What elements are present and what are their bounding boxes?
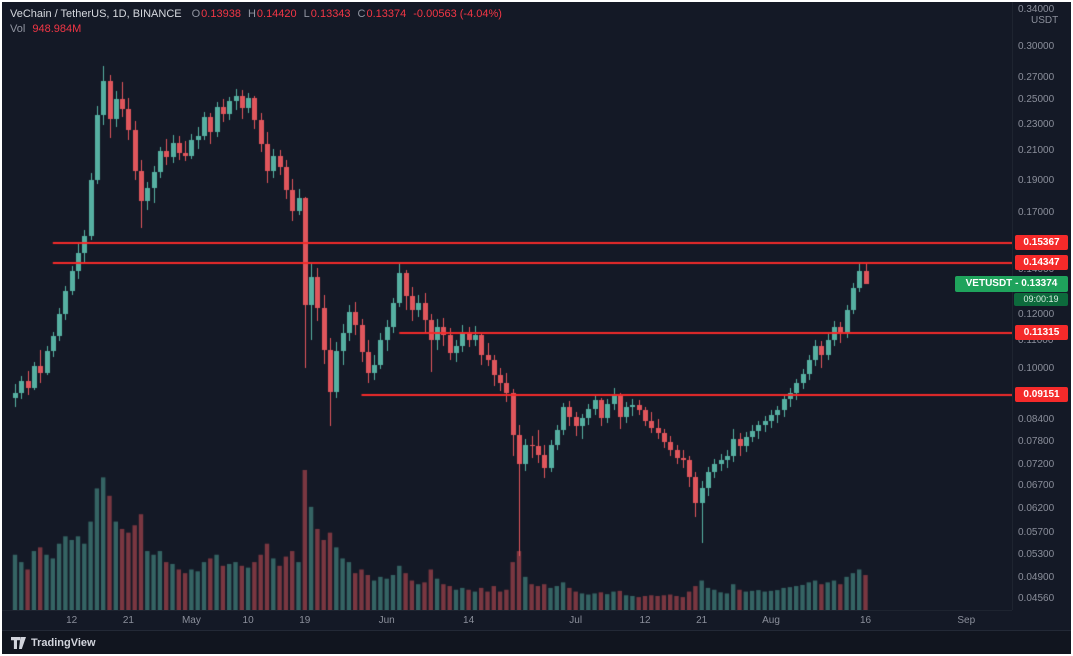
price-axis-label: 0.07200: [1018, 459, 1055, 471]
volume-value: 948.984M: [32, 23, 82, 35]
price-axis-label: 0.05300: [1018, 548, 1055, 560]
tradingview-logo-icon: [11, 636, 26, 649]
price-level-badge[interactable]: 0.15367: [1015, 235, 1068, 251]
price-axis-label: 0.06700: [1018, 480, 1055, 492]
tradingview-brand-text: TradingView: [31, 636, 96, 649]
time-axis[interactable]: 12 21 May 10 19 Jun 14 Jul 12 21 Aug 16 Sep: [2, 610, 1012, 630]
time-axis-label: Aug: [762, 615, 780, 626]
price-axis-label: 0.17000: [1018, 207, 1055, 219]
volume-label[interactable]: Vol: [10, 23, 26, 35]
low-value: 0.13343: [310, 8, 351, 20]
change-value: -0.00563 (-4.04%): [413, 8, 502, 20]
price-axis[interactable]: 0.34000 0.30000 0.27000 0.25000 0.23000 0.210…: [1012, 2, 1071, 610]
current-price-badge: VETUSDT - 0.13374: [955, 275, 1068, 292]
chart-legend: VeChain / TetherUS, 1D, BINANCE O0.13938 H…: [10, 7, 502, 37]
time-axis-label: 14: [463, 615, 475, 626]
price-axis-label: 0.23000: [1018, 118, 1055, 130]
open-value: 0.13938: [201, 8, 241, 20]
current-price-symbol: VETUSDT: [965, 277, 1013, 289]
time-axis-label: 12: [66, 615, 78, 626]
price-axis-label: 0.12000: [1018, 309, 1055, 321]
bar-countdown-badge: 09:00:19: [1014, 292, 1068, 306]
time-axis-label: 21: [122, 615, 134, 626]
legend-ohlc-row: VeChain / TetherUS, 1D, BINANCE O0.13938 H…: [10, 7, 502, 21]
legend-volume-row: Vol 948.984M: [10, 22, 502, 36]
price-axis-label: 0.19000: [1018, 174, 1055, 186]
tradingview-watermark[interactable]: TradingView: [11, 636, 96, 649]
price-axis-label: 0.25000: [1018, 94, 1055, 106]
price-axis-label: 0.04900: [1018, 571, 1055, 583]
bottom-bar: TradingView: [2, 630, 1071, 654]
price-axis-label: 0.04560: [1018, 592, 1055, 604]
price-level-badge[interactable]: 0.14347: [1015, 255, 1068, 271]
price-axis-label: 0.10000: [1018, 362, 1055, 374]
time-axis-label: 10: [242, 615, 254, 626]
price-axis-unit: USDT: [1031, 15, 1059, 27]
price-axis-label: 0.34000: [1018, 4, 1055, 16]
time-axis-label: Sep: [957, 615, 976, 626]
time-axis-label: 19: [299, 615, 311, 626]
open-label: O: [191, 8, 201, 20]
candlestick-chart[interactable]: [2, 2, 1012, 610]
price-axis-label: 0.07800: [1018, 435, 1055, 447]
price-axis-label: 0.08400: [1018, 413, 1055, 425]
current-price-value: 0.13374: [1021, 277, 1058, 289]
close-value: 0.13374: [366, 8, 407, 20]
time-axis-label: 21: [696, 615, 708, 626]
current-price-separator: -: [1015, 277, 1019, 289]
time-axis-label: May: [181, 615, 201, 626]
price-axis-label: 0.11000: [1018, 334, 1054, 346]
close-label: C: [357, 8, 366, 20]
price-axis-label: 0.06200: [1018, 502, 1055, 514]
high-label: H: [247, 8, 256, 20]
time-axis-label: Jul: [569, 615, 583, 626]
price-axis-label: 0.27000: [1018, 71, 1055, 83]
price-level-badge[interactable]: 0.09151: [1015, 387, 1068, 403]
time-axis-label: 16: [859, 615, 872, 626]
price-axis-label: 0.30000: [1018, 40, 1055, 52]
price-axis-label: 0.05700: [1018, 527, 1055, 539]
high-value: 0.14420: [256, 8, 297, 20]
price-level-badge[interactable]: 0.11315: [1015, 325, 1068, 341]
time-axis-label: Jun: [378, 615, 395, 626]
low-label: L: [303, 8, 310, 20]
time-axis-label: 12: [639, 615, 651, 626]
price-axis-label: 0.21000: [1018, 145, 1055, 157]
symbol-title[interactable]: VeChain / TetherUS, 1D, BINANCE: [10, 8, 182, 20]
